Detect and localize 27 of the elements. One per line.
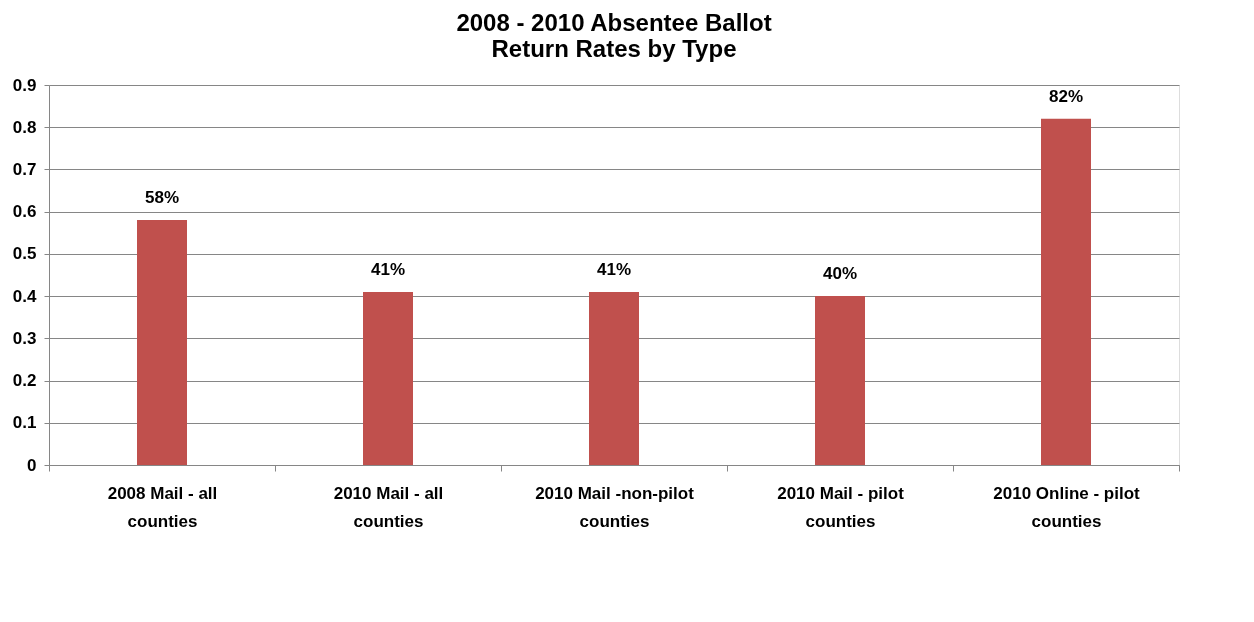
y-tick-label: 0.3 bbox=[12, 328, 37, 348]
bar bbox=[137, 220, 187, 465]
bar bbox=[1041, 118, 1091, 465]
y-tick-label: 0 bbox=[27, 455, 37, 475]
data-label: 58% bbox=[144, 188, 180, 208]
bar bbox=[363, 291, 413, 465]
y-tick-label: 0.5 bbox=[12, 244, 37, 264]
x-tick-label: 2010 Mail -non-pilot counties bbox=[535, 483, 695, 531]
data-label: 41% bbox=[370, 259, 406, 279]
data-label: 41% bbox=[596, 259, 632, 279]
y-tick-label: 0.2 bbox=[12, 371, 37, 391]
bar bbox=[815, 296, 865, 465]
y-tick-label: 0.1 bbox=[12, 413, 37, 433]
text: Return Rates by Type bbox=[491, 35, 737, 62]
y-tick-label: 0.9 bbox=[12, 75, 37, 95]
x-tick-label: 2010 Mail - all counties bbox=[333, 483, 444, 531]
text: 2008 - 2010 Absentee Ballot bbox=[456, 9, 772, 36]
y-tick-label: 0.4 bbox=[12, 286, 38, 306]
y-tick-label: 0.7 bbox=[12, 159, 37, 179]
x-tick-label: 2010 Mail - pilot counties bbox=[777, 483, 905, 531]
y-tick-label: 0.6 bbox=[12, 202, 37, 222]
x-tick-label: 2008 Mail - all counties bbox=[107, 483, 218, 531]
bar bbox=[589, 291, 639, 465]
x-tick-label: 2010 Online - pilot counties bbox=[993, 483, 1141, 531]
y-tick-label: 0.8 bbox=[12, 117, 37, 137]
data-label: 82% bbox=[1048, 86, 1084, 106]
data-label: 40% bbox=[822, 264, 858, 284]
